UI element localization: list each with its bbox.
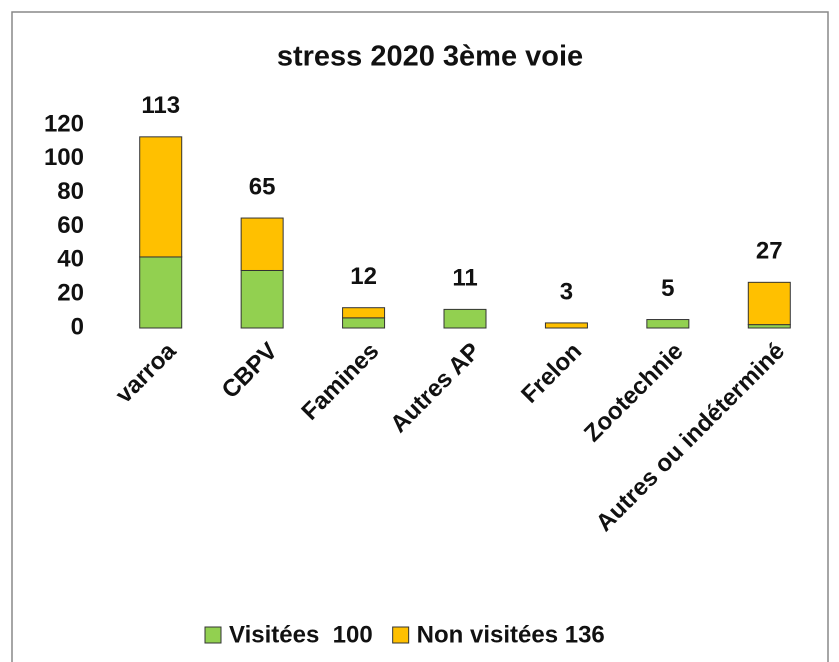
bar-segment [342,317,386,329]
bar-segment [139,256,183,329]
total-label: 12 [350,263,377,290]
bar-segment [747,324,791,329]
bar-segment [747,281,791,326]
legend-label: Visitées 100 [229,621,373,648]
y-tick-label: 100 [44,144,84,171]
legend-label: Non visitées 136 [417,621,605,648]
legend-swatch [392,626,410,644]
bar-segment [646,319,690,329]
bar-segment [544,322,588,329]
bar-segment [342,307,386,319]
y-tick-label: 40 [57,246,84,273]
total-label: 5 [661,275,674,302]
bar-segment [443,308,487,329]
total-label: 113 [141,92,180,119]
total-label: 65 [249,173,276,200]
bar-segment [240,269,284,329]
y-tick-label: 60 [57,212,84,239]
y-tick-label: 20 [57,280,84,307]
bar-segment [240,217,284,271]
y-tick-label: 0 [71,313,84,340]
total-label: 11 [452,265,477,292]
chart-title: stress 2020 3ème voie [277,41,583,73]
chart-frame [11,11,829,662]
y-tick-label: 80 [57,178,84,205]
bar-segment [139,136,183,258]
y-tick-label: 120 [44,110,84,137]
total-label: 3 [560,278,573,305]
total-label: 27 [756,238,783,265]
legend-swatch [204,626,222,644]
